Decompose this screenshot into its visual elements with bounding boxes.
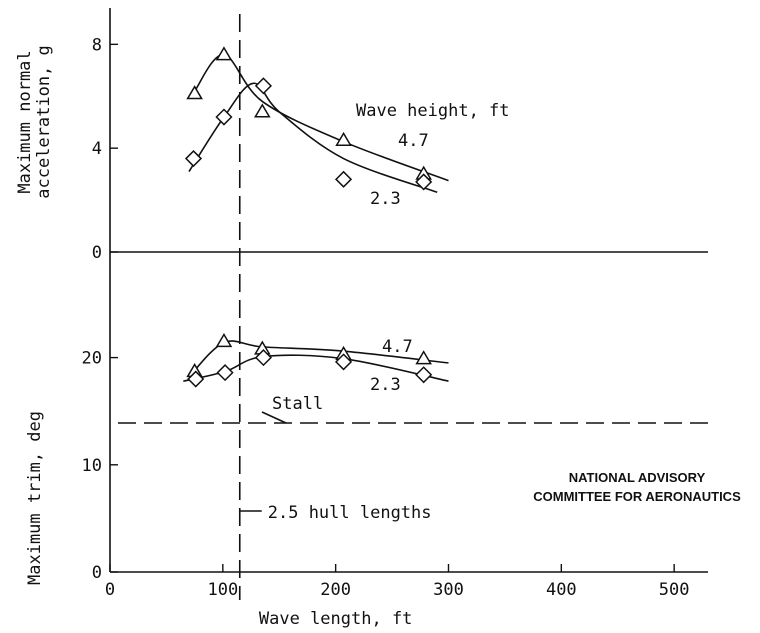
acceleration-series-4.7-point bbox=[335, 131, 352, 147]
trim-y-tick-label: 10 bbox=[82, 456, 102, 476]
trim-series-4.7-point bbox=[215, 333, 233, 348]
acceleration-series-2.3-point bbox=[415, 173, 433, 191]
credit-line-1: NATIONAL ADVISORY bbox=[569, 470, 706, 485]
series-markers-layer bbox=[184, 46, 433, 388]
acceleration-series-2.3-point bbox=[334, 170, 353, 188]
trim-series-4.7-curve bbox=[188, 340, 449, 378]
stall-label: Stall bbox=[272, 394, 323, 414]
acceleration-y-tick-label: 4 bbox=[92, 139, 102, 159]
stall-leader bbox=[261, 411, 287, 424]
acceleration-y-tick-label: 8 bbox=[92, 35, 102, 55]
acceleration-y-label-line-1: Maximum normal bbox=[15, 50, 35, 193]
acceleration-series-4.7-point bbox=[254, 103, 271, 118]
x-tick-label: 100 bbox=[207, 580, 238, 600]
trim-series-2.3-curve bbox=[183, 354, 449, 382]
labels-layer: 0 100 200 300 400 500 Wave length, ft 0 4 8 0 10 20 M… bbox=[15, 35, 741, 629]
acceleration-series-2.3-point bbox=[184, 149, 203, 168]
credit-line-2: COMMITTEE FOR AERONAUTICS bbox=[533, 489, 741, 504]
acceleration-y-tick-label: 0 bbox=[92, 243, 102, 263]
x-tick-label: 500 bbox=[659, 580, 690, 600]
trim-series-2.3-point bbox=[254, 349, 273, 367]
trim-series-4.7-point bbox=[415, 350, 432, 365]
x-axis-label: Wave length, ft bbox=[259, 609, 413, 629]
trim-y-tick-label: 0 bbox=[92, 563, 102, 583]
x-tick-label: 300 bbox=[433, 580, 464, 600]
trim-series-2.3-point bbox=[334, 353, 353, 371]
trim-y-label: Maximum trim, deg bbox=[25, 411, 45, 585]
axes-layer bbox=[109, 8, 708, 573]
acceleration-series-4.7-point bbox=[215, 46, 233, 61]
acceleration-y-label-line-2: acceleration, g bbox=[34, 45, 54, 199]
acceleration-series-label: Wave height, ft bbox=[356, 101, 510, 121]
trim-series-2.3-point bbox=[415, 366, 433, 384]
trim-y-tick-label: 20 bbox=[82, 349, 102, 369]
x-tick-label: 400 bbox=[546, 580, 577, 600]
trim-series-4.7-label: 4.7 bbox=[382, 337, 413, 357]
acceleration-series-2.3-point bbox=[215, 108, 233, 126]
acceleration-series-2.3-curve bbox=[188, 82, 438, 194]
acceleration-series-4.7-point bbox=[186, 85, 203, 100]
acceleration-series-2.3-label: 2.3 bbox=[370, 189, 401, 209]
trim-series-2.3-label: 2.3 bbox=[370, 375, 401, 395]
acceleration-series-4.7-label: 4.7 bbox=[398, 131, 429, 151]
trim-series-2.3-point bbox=[216, 364, 234, 382]
acceleration-series-2.3-point bbox=[254, 77, 273, 95]
trim-series-2.3-point bbox=[187, 370, 205, 388]
reference-lines-layer bbox=[118, 14, 708, 600]
reference-line-label: 2.5 hull lengths bbox=[268, 503, 432, 523]
x-tick-label: 0 bbox=[105, 580, 115, 600]
x-tick-label: 200 bbox=[320, 580, 351, 600]
